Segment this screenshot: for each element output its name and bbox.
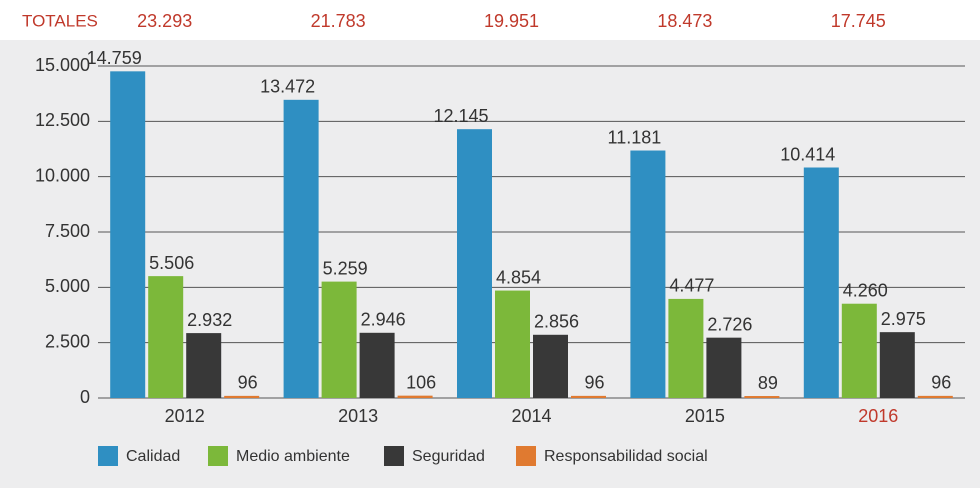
total-label: 19.951 [484,11,539,31]
value-label: 12.145 [433,106,488,126]
y-tick-label: 2.500 [45,331,90,351]
value-label: 2.975 [881,309,926,329]
y-tick-label: 10.000 [35,165,90,185]
y-tick-label: 0 [80,387,90,407]
value-label: 2.946 [361,310,406,330]
value-label: 96 [931,373,951,393]
bar [630,150,666,398]
bar [148,276,184,398]
value-label: 5.506 [149,253,194,273]
value-label: 4.477 [669,276,714,296]
bar [224,395,260,398]
value-label: 10.414 [780,144,835,164]
legend-label: Seguridad [412,448,485,465]
value-label: 4.854 [496,267,541,287]
bar [321,281,357,398]
bar [571,395,606,398]
value-label: 13.472 [260,77,315,97]
legend-swatch [98,446,118,466]
x-tick-label: 2015 [685,406,725,426]
legend-label: Medio ambiente [236,448,350,465]
bar [457,129,492,398]
value-label: 2.856 [534,312,579,332]
value-label: 4.260 [843,280,888,300]
value-label: 11.181 [608,127,662,147]
bar [879,332,915,398]
y-tick-label: 7.500 [45,221,90,241]
bar [917,395,953,398]
x-tick-label: 2016 [858,406,898,426]
legend-swatch [208,446,228,466]
value-label: 2.932 [187,310,232,330]
bar [359,332,395,398]
total-label: 21.783 [311,11,366,31]
bar [495,290,530,398]
total-label: 18.473 [657,11,712,31]
totals-label: TOTALES [22,11,98,30]
bar [744,396,780,398]
bar [533,334,568,398]
legend-label: Responsabilidad social [544,448,708,465]
value-label: 14.759 [87,48,142,68]
total-label: 17.745 [831,11,886,31]
legend-swatch [516,446,536,466]
value-label: 96 [238,373,258,393]
value-label: 89 [758,373,778,393]
bar [668,298,704,398]
y-tick-label: 12.500 [35,110,90,130]
legend-swatch [384,446,404,466]
x-tick-label: 2014 [511,406,551,426]
bar [186,333,222,398]
bar [841,303,877,398]
bar [110,71,146,398]
value-label: 2.726 [707,314,752,334]
bar [397,395,433,398]
value-label: 106 [406,372,436,392]
bar [706,337,742,398]
y-tick-label: 5.000 [45,276,90,296]
bar [283,99,319,398]
value-label: 5.259 [323,258,368,278]
y-tick-label: 15.000 [35,55,90,75]
legend-label: Calidad [126,448,180,465]
total-label: 23.293 [137,11,192,31]
x-tick-label: 2013 [338,406,378,426]
bar [803,167,839,398]
x-tick-label: 2012 [165,406,205,426]
value-label: 96 [584,373,604,393]
